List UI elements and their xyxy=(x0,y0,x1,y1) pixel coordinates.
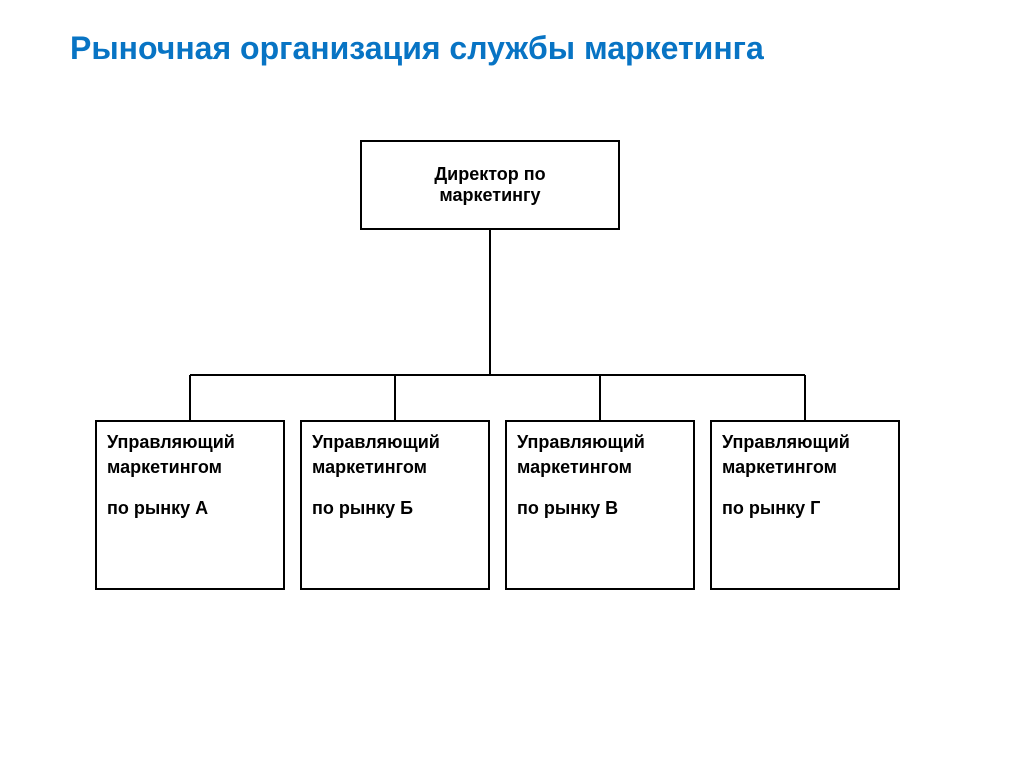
org-chart: Директор по маркетингу Управляющий марке… xyxy=(0,130,1024,630)
child-label: Управляющий xyxy=(722,432,850,453)
child-node-b: Управляющий маркетингом по рынку Б xyxy=(300,420,490,590)
child-label: Управляющий xyxy=(517,432,645,453)
child-node-a: Управляющий маркетингом по рынку А xyxy=(95,420,285,590)
child-label: маркетингом xyxy=(722,457,837,478)
child-label: Управляющий xyxy=(312,432,440,453)
child-label: по рынку Г xyxy=(722,498,820,519)
child-label: маркетингом xyxy=(517,457,632,478)
root-node: Директор по маркетингу xyxy=(360,140,620,230)
child-label: по рынку А xyxy=(107,498,208,519)
child-label: по рынку Б xyxy=(312,498,413,519)
child-label: маркетингом xyxy=(312,457,427,478)
child-label: маркетингом xyxy=(107,457,222,478)
page-title: Рыночная организация службы маркетинга xyxy=(70,30,764,67)
child-label: по рынку В xyxy=(517,498,618,519)
root-label-line2: маркетингу xyxy=(439,185,540,206)
root-label-line1: Директор по xyxy=(434,164,545,185)
child-node-d: Управляющий маркетингом по рынку Г xyxy=(710,420,900,590)
child-label: Управляющий xyxy=(107,432,235,453)
child-node-c: Управляющий маркетингом по рынку В xyxy=(505,420,695,590)
